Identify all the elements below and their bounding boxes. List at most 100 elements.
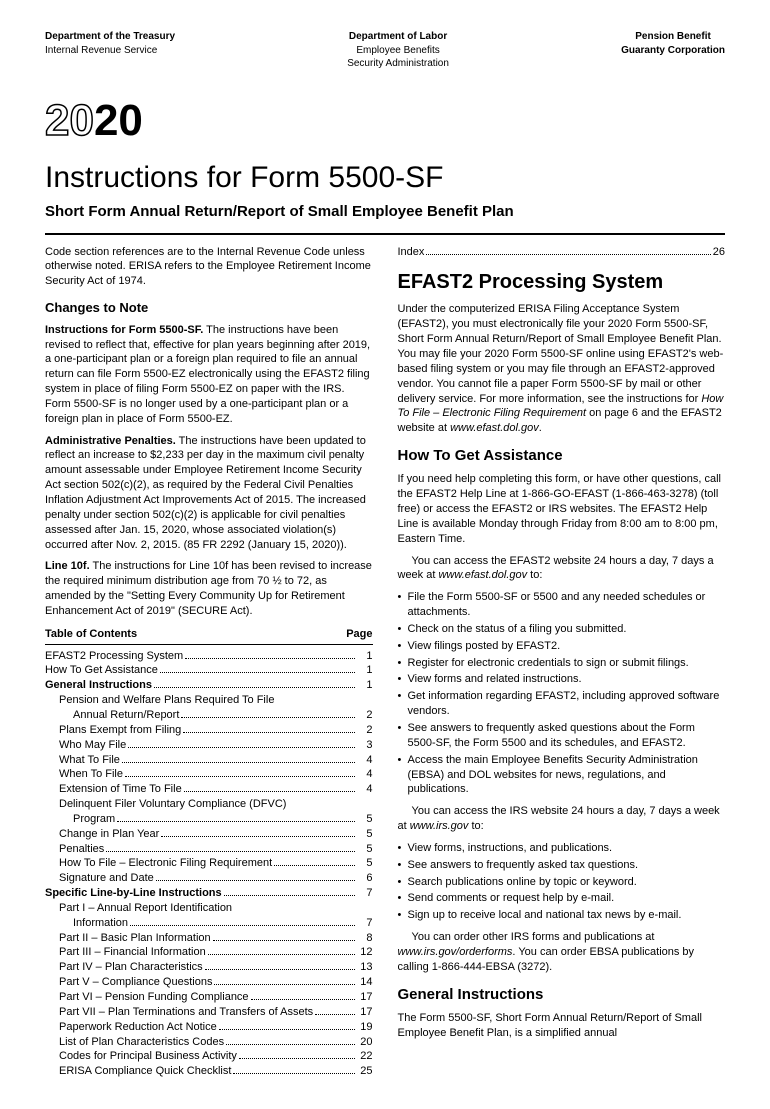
toc-row: Part IV – Plan Characteristics13 <box>45 960 373 975</box>
dots <box>154 687 355 688</box>
dots <box>226 1044 354 1045</box>
dots <box>315 1014 354 1015</box>
efast-heading: EFAST2 Processing System <box>398 269 726 296</box>
agency-line: Department of Labor <box>347 30 449 44</box>
toc-page: 4 <box>357 782 373 797</box>
toc-row: Information7 <box>45 916 373 931</box>
toc-label: Penalties <box>45 842 104 857</box>
toc-page: 4 <box>357 767 373 782</box>
toc-page: 2 <box>357 708 373 723</box>
year-outline: 20 <box>45 96 94 145</box>
url: www.irs.gov <box>410 820 469 832</box>
bullet-item: See answers to frequently asked question… <box>398 721 726 751</box>
toc-page: 8 <box>357 931 373 946</box>
toc-row: Codes for Principal Business Activity22 <box>45 1049 373 1064</box>
toc-row: Part VI – Pension Funding Compliance17 <box>45 990 373 1005</box>
toc-label: Information <box>45 916 128 931</box>
toc-row: Signature and Date6 <box>45 871 373 886</box>
para-body: The instructions have been revised to re… <box>45 324 370 425</box>
toc-label: List of Plan Characteristics Codes <box>45 1035 224 1050</box>
dots <box>117 821 354 822</box>
toc-label: Pension and Welfare Plans Required To Fi… <box>45 693 274 708</box>
toc-label: Plans Exempt from Filing <box>45 723 181 738</box>
bullet-item: Sign up to receive local and national ta… <box>398 908 726 923</box>
toc-row: Plans Exempt from Filing 2 <box>45 723 373 738</box>
toc-row: Paperwork Reduction Act Notice 19 <box>45 1020 373 1035</box>
paragraph: You can access the EFAST2 website 24 hou… <box>398 554 726 584</box>
toc-page: 2 <box>357 723 373 738</box>
toc-label: Part I – Annual Report Identification <box>45 901 232 916</box>
dots <box>274 865 354 866</box>
paragraph: If you need help completing this form, o… <box>398 472 726 546</box>
dots <box>426 254 710 255</box>
main-columns: Code section references are to the Inter… <box>45 245 725 1079</box>
toc-row: Annual Return/Report 2 <box>45 708 373 723</box>
dots <box>161 836 354 837</box>
url: www.efast.dol.gov <box>438 569 527 581</box>
bullet-item: Check on the status of a filing you subm… <box>398 622 726 637</box>
toc-row: Part II – Basic Plan Information8 <box>45 931 373 946</box>
toc-row: Pension and Welfare Plans Required To Fi… <box>45 693 373 708</box>
toc-label: General Instructions <box>45 678 152 693</box>
toc-page: 22 <box>357 1049 373 1064</box>
toc-label: Paperwork Reduction Act Notice <box>45 1020 217 1035</box>
dots <box>128 747 354 748</box>
bullet-list-irs: View forms, instructions, and publicatio… <box>398 841 726 923</box>
bullet-item: Access the main Employee Benefits Securi… <box>398 753 726 798</box>
toc-label: Delinquent Filer Voluntary Compliance (D… <box>45 797 286 812</box>
agency-labor: Department of Labor Employee Benefits Se… <box>347 30 449 71</box>
toc-page: 7 <box>357 886 373 901</box>
toc-page: 20 <box>357 1035 373 1050</box>
agency-line: Department of the Treasury <box>45 30 175 44</box>
dots <box>185 658 354 659</box>
toc-row: When To File4 <box>45 767 373 782</box>
bullet-item: Get information regarding EFAST2, includ… <box>398 689 726 719</box>
toc-label: Specific Line-by-Line Instructions <box>45 886 222 901</box>
toc-row: List of Plan Characteristics Codes 20 <box>45 1035 373 1050</box>
agency-line: Guaranty Corporation <box>621 44 725 58</box>
toc-page: 13 <box>357 960 373 975</box>
text: to: <box>527 569 542 581</box>
toc-label: How To File – Electronic Filing Requirem… <box>45 856 272 871</box>
dots <box>156 880 355 881</box>
toc-page: 1 <box>357 663 373 678</box>
dots <box>122 762 355 763</box>
para-lead: Instructions for Form 5500-SF. <box>45 324 203 336</box>
toc-page: 5 <box>357 812 373 827</box>
bullet-list-efast: File the Form 5500-SF or 5500 and any ne… <box>398 590 726 797</box>
year-solid: 20 <box>94 96 143 145</box>
dots <box>251 999 355 1000</box>
toc-page-label: Page <box>346 627 372 642</box>
bullet-item: Send comments or request help by e-mail. <box>398 891 726 906</box>
text: You can order other IRS forms and public… <box>412 931 655 943</box>
dots <box>239 1058 355 1059</box>
index-page: 26 <box>713 245 725 260</box>
toc-label: ERISA Compliance Quick Checklist <box>45 1064 231 1079</box>
paragraph: Instructions for Form 5500-SF. The instr… <box>45 323 373 427</box>
dots <box>233 1073 354 1074</box>
intro-text: Code section references are to the Inter… <box>45 245 373 290</box>
toc-row: What To File4 <box>45 753 373 768</box>
dots <box>181 717 354 718</box>
toc-row: Delinquent Filer Voluntary Compliance (D… <box>45 797 373 812</box>
toc-page: 5 <box>357 842 373 857</box>
paragraph: Line 10f. The instructions for Line 10f … <box>45 559 373 618</box>
header-agencies: Department of the Treasury Internal Reve… <box>45 30 725 71</box>
bullet-item: File the Form 5500-SF or 5500 and any ne… <box>398 590 726 620</box>
url: www.efast.dol.gov <box>450 422 539 434</box>
toc-page: 19 <box>357 1020 373 1035</box>
agency-treasury: Department of the Treasury Internal Reve… <box>45 30 175 71</box>
toc-label: Annual Return/Report <box>45 708 179 723</box>
bullet-item: View forms and related instructions. <box>398 672 726 687</box>
toc-row: How To Get Assistance1 <box>45 663 373 678</box>
para-lead: Line 10f. <box>45 560 90 572</box>
toc-page: 5 <box>357 856 373 871</box>
toc-row: EFAST2 Processing System1 <box>45 649 373 664</box>
form-year: 2020 <box>45 91 725 150</box>
general-heading: General Instructions <box>398 985 726 1005</box>
index-label: Index <box>398 245 425 260</box>
toc-page: 3 <box>357 738 373 753</box>
dots <box>106 851 354 852</box>
toc-page: 1 <box>357 649 373 664</box>
dots <box>183 732 354 733</box>
